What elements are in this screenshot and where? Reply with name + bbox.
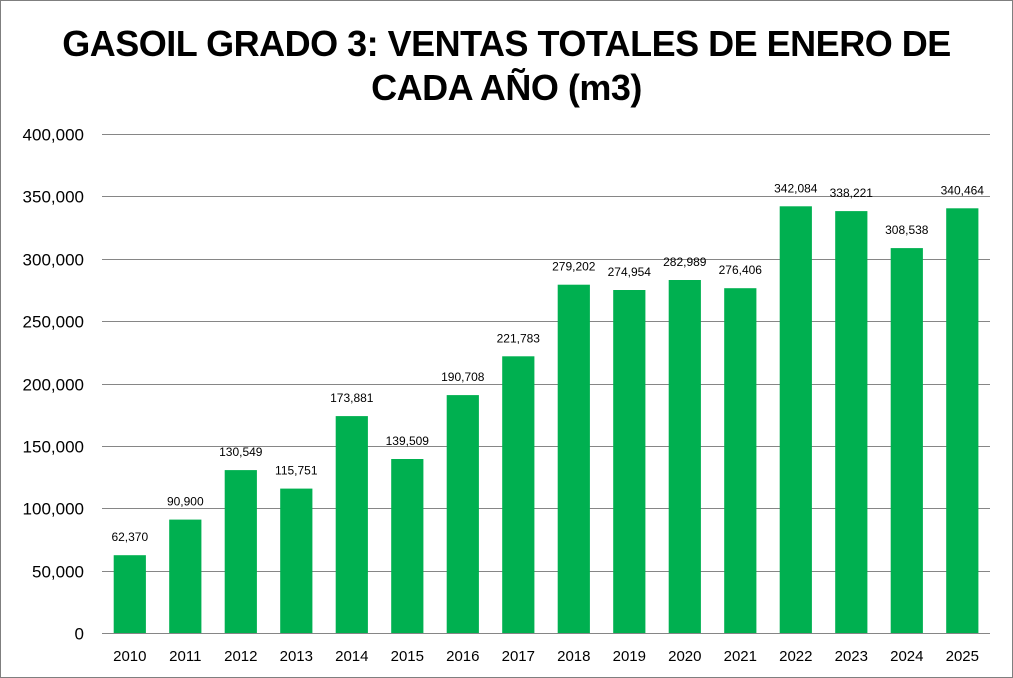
bar	[391, 459, 424, 633]
data-label: 190,708	[441, 370, 485, 384]
bar	[835, 211, 868, 633]
data-label: 130,549	[219, 445, 263, 459]
x-tick-label: 2021	[724, 648, 757, 665]
data-label: 139,509	[386, 434, 430, 448]
data-label: 308,538	[885, 223, 929, 237]
data-label: 274,954	[608, 265, 652, 279]
bars	[113, 206, 979, 634]
bar	[446, 395, 479, 633]
y-tick-label: 150,000	[23, 438, 84, 457]
y-tick-label: 200,000	[23, 376, 84, 395]
bar	[779, 206, 812, 634]
x-tick-label: 2015	[391, 648, 424, 665]
bar	[169, 519, 202, 633]
data-label: 173,881	[330, 391, 374, 405]
data-label: 279,202	[552, 260, 596, 274]
x-tick-label: 2024	[890, 648, 923, 665]
x-axis-tick-labels: 2010 2011 2012 2013 2014 2015 2016 2017 2018 2019…	[113, 648, 979, 665]
bar	[502, 356, 535, 633]
data-label: 90,900	[167, 495, 204, 509]
y-tick-label: 100,000	[23, 500, 84, 519]
x-tick-label: 2012	[224, 648, 257, 665]
data-label: 115,751	[275, 464, 318, 478]
x-tick-label: 2010	[113, 648, 146, 665]
chart-title: GASOIL GRADO 3: VENTAS TOTALES DE ENERO …	[62, 23, 951, 108]
data-label: 276,406	[719, 263, 763, 277]
y-axis-tick-labels: 0 50,000 100,000 150,000 200,000 250,000 300,0…	[23, 126, 84, 644]
x-tick-label: 2020	[668, 648, 701, 665]
bar	[335, 416, 368, 633]
x-tick-label: 2011	[169, 648, 201, 665]
data-label: 221,783	[497, 331, 541, 345]
y-tick-label: 300,000	[23, 251, 84, 270]
data-label: 338,221	[830, 186, 874, 200]
data-labels: 62,370 90,900 130,549 115,751 173,881 139,509…	[111, 181, 984, 544]
x-tick-label: 2023	[835, 648, 868, 665]
bar	[557, 284, 590, 633]
x-tick-label: 2025	[946, 648, 979, 665]
x-tick-label: 2022	[779, 648, 812, 665]
x-tick-label: 2014	[335, 648, 368, 665]
x-tick-label: 2018	[557, 648, 590, 665]
y-tick-label: 400,000	[23, 126, 84, 145]
y-tick-label: 0	[75, 625, 84, 644]
y-tick-label: 50,000	[32, 563, 84, 582]
y-tick-label: 350,000	[23, 188, 84, 207]
data-label: 62,370	[111, 530, 148, 544]
bar	[946, 208, 979, 634]
bar	[668, 280, 701, 633]
bar	[890, 248, 923, 633]
bar	[113, 555, 146, 633]
bar	[280, 488, 313, 633]
y-tick-label: 250,000	[23, 313, 84, 332]
bar	[224, 470, 257, 633]
bar	[724, 288, 757, 633]
x-tick-label: 2016	[446, 648, 479, 665]
x-tick-label: 2019	[613, 648, 646, 665]
data-label: 342,084	[774, 181, 818, 195]
data-label: 282,989	[663, 255, 707, 269]
x-tick-label: 2017	[502, 648, 535, 665]
x-tick-label: 2013	[280, 648, 313, 665]
data-label: 340,464	[941, 183, 985, 197]
bar	[613, 290, 646, 633]
